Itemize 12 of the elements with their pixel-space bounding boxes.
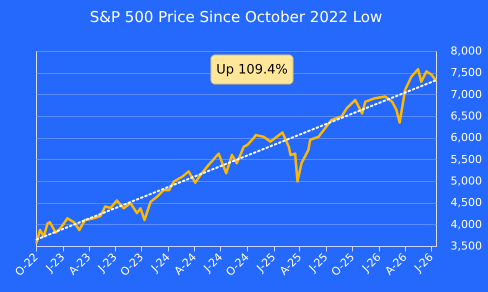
y-tick-label: 4,000 — [450, 218, 482, 231]
chart-title: S&P 500 Price Since October 2022 Low — [90, 8, 382, 26]
y-tick-label: 5,000 — [450, 174, 482, 188]
y-tick-label: 3,500 — [450, 240, 482, 252]
y-tick-label: 7,000 — [450, 88, 482, 101]
y-tick-label: 4,500 — [450, 196, 482, 210]
annotation: Up 109.4% — [216, 62, 288, 78]
y-tick-label: 5,500 — [450, 152, 482, 166]
y-tick-label: 7,500 — [450, 66, 482, 80]
y-tick-label: 6,500 — [450, 110, 482, 122]
y-tick-label: 8,000 — [450, 44, 482, 58]
y-tick-label: 6,000 — [450, 131, 482, 144]
